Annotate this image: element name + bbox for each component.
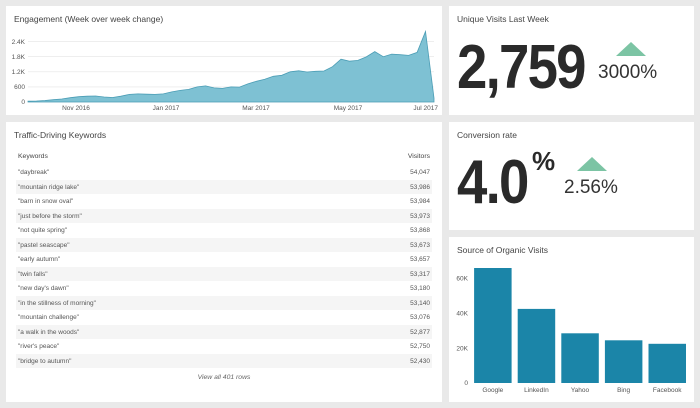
visitors-cell: 53,673 xyxy=(410,241,430,249)
keywords-title: Traffic-Driving Keywords xyxy=(14,130,107,140)
keyword-cell: "river's peace" xyxy=(18,343,60,350)
visitors-cell: 53,140 xyxy=(410,299,430,307)
conversion-rate-title: Conversion rate xyxy=(457,130,518,140)
organic-visits-chart: 0 20K 40K 60K Google LinkedIn Yahoo Bing Faceboo… xyxy=(456,268,686,394)
bar-bing xyxy=(604,340,643,383)
conversion-rate-unit: % xyxy=(532,146,556,176)
keyword-cell: "early autumn" xyxy=(18,256,61,263)
visitors-cell: 54,047 xyxy=(410,169,430,176)
y-tick-label: 600 xyxy=(14,84,25,91)
keyword-cell: "bridge to autumn" xyxy=(18,357,72,365)
engagement-card: Engagement (Week over week change) 0 600 1… xyxy=(6,6,442,115)
organic-visits-card: Source of Organic Visits 0 20K 40K 60K Googl… xyxy=(449,237,694,402)
y-tick-label: 1.2K xyxy=(12,69,26,76)
keywords-table-header: Keywords Visitors xyxy=(16,150,432,163)
keyword-cell: "a walk in the woods" xyxy=(18,328,80,336)
unique-visits-title: Unique Visits Last Week xyxy=(457,14,549,24)
unique-visits-change: 3000% xyxy=(598,62,658,83)
keyword-cell: "mountain challenge" xyxy=(18,314,79,321)
table-row: "just before the storm" 53,973 xyxy=(16,208,432,223)
up-triangle-icon xyxy=(616,42,646,56)
y-tick-label: 2.4K xyxy=(12,39,26,46)
visitors-cell: 53,984 xyxy=(410,198,430,205)
x-tick-label: Nov 2016 xyxy=(62,105,90,112)
up-triangle-icon xyxy=(577,157,607,171)
y-tick-label: 1.8K xyxy=(12,54,26,61)
table-row: "mountain challenge" 53,076 xyxy=(16,310,432,325)
table-row: "new day's dawn" 53,180 xyxy=(16,281,432,296)
x-tick-label: LinkedIn xyxy=(524,387,549,394)
keyword-cell: "not quite spring" xyxy=(18,227,68,234)
keyword-cell: "just before the storm" xyxy=(18,212,82,220)
visitors-column-header: Visitors xyxy=(407,153,430,160)
keywords-card: Traffic-Driving Keywords Keywords Visito… xyxy=(6,122,442,402)
keywords-column-header: Keywords xyxy=(18,153,48,160)
bar-facebook xyxy=(648,343,686,383)
visitors-cell: 53,657 xyxy=(410,256,430,263)
y-tick-label: 60K xyxy=(456,276,468,283)
keyword-cell: "pastel seascape" xyxy=(18,241,70,249)
visitors-cell: 52,877 xyxy=(410,328,430,336)
x-tick-label: Google xyxy=(482,387,503,394)
keyword-cell: "twin falls" xyxy=(18,270,48,278)
conversion-rate-value: 4.0 xyxy=(457,148,529,217)
y-tick-label: 20K xyxy=(456,345,468,352)
keyword-cell: "in the stillness of morning" xyxy=(18,299,96,307)
keyword-cell: "daybreak" xyxy=(18,169,50,176)
table-row: "barn in snow oval" 53,984 xyxy=(16,194,432,209)
conversion-rate-card: Conversion rate 4.0 % 2.56% xyxy=(449,122,694,230)
table-row: "in the stillness of morning" 53,140 xyxy=(16,295,432,310)
engagement-area xyxy=(27,29,435,103)
view-all-rows-link[interactable]: View all 401 rows xyxy=(197,374,251,381)
engagement-title: Engagement (Week over week change) xyxy=(14,14,164,24)
table-row: "bridge to autumn" 52,430 xyxy=(16,353,432,368)
table-row: "a walk in the woods" 52,877 xyxy=(16,324,432,339)
x-tick-label: May 2017 xyxy=(334,105,363,112)
conversion-rate-change: 2.56% xyxy=(564,177,618,198)
visitors-cell: 52,750 xyxy=(410,343,430,350)
x-tick-label: Mar 2017 xyxy=(242,105,270,112)
table-row: "river's peace" 52,750 xyxy=(16,339,432,354)
visitors-cell: 52,430 xyxy=(410,357,430,365)
y-tick-label: 40K xyxy=(456,310,468,317)
keywords-table-body: "daybreak" 54,047 "mountain ridge lake" 53,… xyxy=(16,165,432,368)
table-row: "daybreak" 54,047 xyxy=(16,165,432,180)
table-row: "pastel seascape" 53,673 xyxy=(16,237,432,252)
visitors-cell: 53,076 xyxy=(410,314,430,321)
table-row: "early autumn" 53,657 xyxy=(16,252,432,267)
table-row: "not quite spring" 53,868 xyxy=(16,223,432,238)
x-tick-label: Bing xyxy=(617,387,630,394)
unique-visits-card: Unique Visits Last Week 2,759 3000% xyxy=(449,6,694,115)
organic-visits-title: Source of Organic Visits xyxy=(457,245,549,255)
visitors-cell: 53,180 xyxy=(410,285,430,292)
unique-visits-value: 2,759 xyxy=(457,33,586,102)
bar-google xyxy=(474,268,512,383)
x-tick-label: Jul 2017 xyxy=(413,105,438,112)
engagement-chart: 0 600 1.2K 1.8K 2.4K Nov 2016 Jan 2017 Mar 2017… xyxy=(12,29,438,112)
keyword-cell: "mountain ridge lake" xyxy=(18,183,80,191)
table-row: "twin falls" 53,317 xyxy=(16,266,432,281)
y-tick-label: 0 xyxy=(21,99,25,106)
x-tick-label: Facebook xyxy=(653,387,682,394)
x-tick-label: Yahoo xyxy=(571,387,590,394)
y-tick-label: 0 xyxy=(464,380,468,387)
bar-yahoo xyxy=(561,333,599,383)
visitors-cell: 53,317 xyxy=(410,270,430,278)
x-tick-label: Jan 2017 xyxy=(153,105,180,112)
visitors-cell: 53,868 xyxy=(410,227,430,234)
visitors-cell: 53,986 xyxy=(410,183,430,191)
table-row: "mountain ridge lake" 53,986 xyxy=(16,179,432,194)
keyword-cell: "new day's dawn" xyxy=(18,285,69,292)
bar-linkedin xyxy=(517,308,556,383)
visitors-cell: 53,973 xyxy=(410,212,430,220)
keyword-cell: "barn in snow oval" xyxy=(18,198,74,205)
